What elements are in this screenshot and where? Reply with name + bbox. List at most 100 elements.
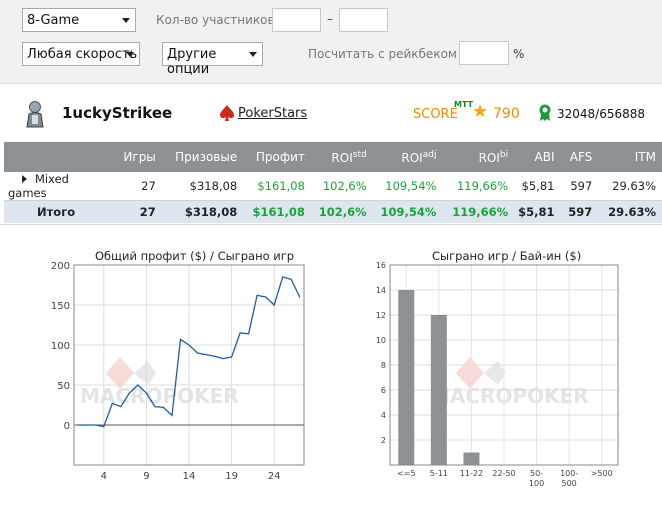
header-cell [4,142,115,172]
range-dash: – [327,12,333,26]
buyin-bar-chart: 2 4 6 8 10 12 14 16 <=5 5-11 11-22 22-50 50-100 100-5… [376,261,619,488]
room-link[interactable]: PokerStars [238,106,308,121]
participants-from-input[interactable] [272,8,321,32]
watermark-text: MACROPOKER [80,384,239,408]
profit-point [120,406,122,408]
profit-point [256,294,258,296]
rakeback-input[interactable] [459,41,509,65]
plot-frame [389,264,619,466]
table-cell: 119,66% [456,179,509,193]
total-cell: 109,54% [372,200,443,223]
total-cell: 597 [560,200,599,223]
profit-point [111,402,113,404]
participants-to-input[interactable] [339,8,388,32]
x-tick-label: 4 [101,471,107,482]
header-afs[interactable]: AFS [560,142,599,172]
table-cell: 109,54% [385,179,437,193]
header-abi[interactable]: ABI [514,142,561,172]
game-select[interactable]: 8-Game [22,8,136,32]
table-row[interactable]: Mixed games 27 $318,08 $161,08 102,6% 10… [4,172,662,201]
header-prizes[interactable]: Призовые [161,142,244,172]
profit-point [290,278,292,280]
profit-point [86,424,88,426]
y-tick-label: 200 [51,261,70,272]
y-tick-label: 50 [57,381,70,392]
x-tick-label: 9 [143,471,149,482]
y-tick-label: 16 [376,261,386,270]
x-tick-label: 50- [530,469,543,478]
profit-point [188,344,190,346]
total-cell: $318,08 [161,200,244,223]
profit-point [213,355,216,357]
y-tick-label: 10 [376,336,386,345]
x-tick-label: 100 [529,479,544,488]
chevron-down-icon [126,52,134,57]
total-cell: 119,66% [442,200,515,223]
speed-select[interactable]: Любая скорость [22,42,140,66]
game-select-value: 8-Game [27,13,80,28]
avatar-icon [26,101,44,128]
y-tick-label: 6 [381,386,386,395]
total-cell: 27 [114,200,162,223]
total-cell: 102,6% [310,200,373,223]
profit-point [239,332,241,334]
charts-panel: Общий профит ($) / Сыграно игр Сыграно и… [0,224,662,506]
profit-point [77,424,79,426]
profit-point [196,352,199,354]
profit-point [273,304,275,306]
table-cell: $161,08 [257,179,305,193]
row-label-cell[interactable]: Mixed games [8,172,69,200]
bar [463,452,480,465]
header-profit[interactable]: Профит [243,142,311,172]
y-tick-label: 12 [376,311,386,320]
other-options-value: Другие опции [167,47,217,77]
x-tick-label: 100- [560,469,578,478]
table-cell: 29.63% [612,179,656,193]
x-tick-label: >500 [591,469,613,478]
profit-point [128,392,130,394]
profit-point [103,426,105,428]
total-cell: $161,08 [243,200,311,223]
total-cell: $5,81 [514,200,561,223]
total-row: Итого 27 $318,08 $161,08 102,6% 109,54% … [4,200,662,223]
watermark-diamond-icon [134,361,156,385]
header-games[interactable]: Игры [114,142,162,172]
profit-point [299,296,301,298]
profit-point [248,333,250,335]
header-itm[interactable]: ITM [598,142,662,172]
header-roi-std[interactable]: ROIstd [310,142,373,172]
rank-value: 32048/656888 [557,107,646,121]
x-tick-label: 24 [268,471,281,482]
profit-point [179,338,182,340]
profit-point [145,392,148,394]
watermark-diamond-icon [106,357,134,389]
player-name: 1uckyStrikee [62,104,173,122]
table-cell: 102,6% [322,179,367,193]
profit-point [154,406,156,408]
profit-point [265,296,267,298]
header-roi-adj[interactable]: ROIadj [372,142,443,172]
bar [430,315,447,465]
expand-arrow-icon[interactable] [22,175,27,183]
chevron-down-icon [122,18,130,23]
profit-point [171,414,173,416]
y-tick-label: 4 [381,411,386,420]
macropoker-watermark: MACROPOKER [80,357,239,408]
other-options-select[interactable]: Другие опции [162,42,263,77]
watermark-text: MACROPOKER [430,384,589,408]
header-roi-bi[interactable]: ROIbi [442,142,515,172]
total-cell: 29.63% [598,200,662,223]
percent-sign: % [513,47,525,61]
y-tick-label: 0 [64,421,70,432]
profit-point [205,354,207,356]
profit-point [282,276,284,278]
chevron-down-icon [249,52,257,57]
stats-table: Игры Призовые Профит ROIstd ROIadj ROIbi… [4,142,662,223]
x-tick-label: 5-11 [430,469,448,478]
watermark-diamond-icon [484,361,506,385]
profit-point [94,424,96,426]
profit-point [230,356,233,358]
y-tick-label: 14 [376,286,386,295]
x-tick-label: 500 [562,479,577,488]
